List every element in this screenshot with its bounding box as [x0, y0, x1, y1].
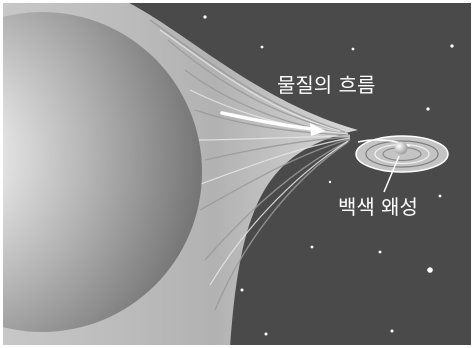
giant-star — [0, 12, 202, 332]
white-dwarf-pointer — [383, 155, 400, 193]
flow-label: 물질의 흐름 — [277, 73, 375, 97]
stream-texture — [149, 19, 351, 311]
background-stars — [203, 15, 454, 336]
stream-highlights — [159, 29, 351, 286]
flow-arrow — [220, 111, 326, 136]
white-dwarf — [394, 141, 408, 155]
white-dwarf-label: 백색 왜성 — [338, 195, 418, 219]
